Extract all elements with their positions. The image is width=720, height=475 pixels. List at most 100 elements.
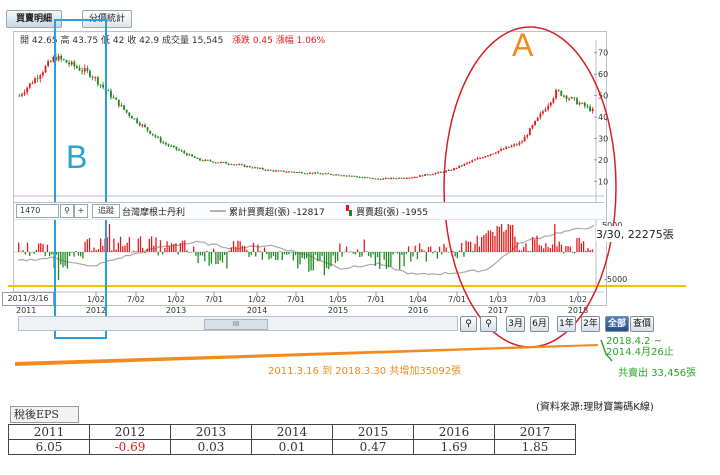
candle-body: [21, 94, 23, 96]
period-select[interactable]: 1470: [16, 204, 59, 218]
net-bar: [558, 241, 560, 252]
candle-body: [439, 171, 442, 173]
range-6m-button[interactable]: 6月: [530, 316, 549, 332]
range-3m-button[interactable]: 3月: [506, 316, 525, 332]
net-bar: [162, 252, 164, 255]
net-bar: [337, 252, 339, 261]
net-bar: [414, 245, 416, 252]
zoom-icon[interactable]: ⚲: [60, 204, 74, 218]
net-bar: [412, 252, 414, 257]
net-bar: [210, 252, 213, 264]
candle-body: [324, 173, 327, 175]
net-bar: [37, 243, 40, 252]
candle-body: [536, 117, 539, 121]
zoom-out-icon[interactable]: ⚲: [480, 316, 497, 332]
net-bar: [73, 252, 75, 257]
net-bar: [452, 250, 454, 252]
candle-body: [432, 174, 434, 176]
net-bar: [489, 230, 492, 252]
net-bar: [95, 250, 97, 252]
net-bar: [257, 244, 259, 252]
candle-body: [578, 103, 581, 105]
net-bar: [301, 252, 303, 259]
eps-year: 2016: [413, 424, 495, 440]
track-button[interactable]: 追蹤: [92, 204, 120, 218]
add-button[interactable]: +: [74, 204, 88, 218]
net-bar: [525, 243, 527, 252]
net-bar: [379, 252, 381, 269]
candle-body: [426, 174, 429, 176]
net-bar: [64, 252, 66, 266]
candle-body: [269, 169, 272, 171]
candle-body: [130, 115, 133, 119]
candle-body: [500, 148, 502, 151]
net-bar: [49, 252, 51, 257]
net-bar: [99, 238, 102, 252]
net-bar: [22, 250, 24, 252]
net-bar: [303, 252, 306, 260]
net-bar: [399, 252, 401, 270]
candle-body: [463, 163, 466, 166]
net-bar: [184, 240, 186, 252]
candle-body: [382, 178, 385, 180]
candle-body: [356, 176, 358, 178]
time-scrollbar[interactable]: III: [18, 316, 458, 331]
candle-body: [99, 84, 102, 86]
net-bar: [319, 252, 321, 261]
zoom-in-icon[interactable]: ⚲: [460, 316, 477, 332]
range-all-button[interactable]: 全部: [605, 316, 629, 332]
legend-daily: 買賣超(張) -1955: [356, 208, 429, 218]
net-bar: [40, 243, 42, 252]
net-bar: [306, 252, 308, 259]
candle-body: [403, 178, 406, 180]
candle-body: [492, 153, 495, 155]
net-bar: [348, 252, 350, 253]
quote-change: 漲跌 0.45: [231, 36, 273, 46]
price-query-button[interactable]: 查價: [630, 316, 654, 332]
net-bar: [119, 236, 122, 252]
net-bar: [153, 245, 155, 252]
net-bar: [179, 242, 182, 252]
net-bar: [492, 231, 494, 252]
candle-body: [570, 97, 573, 99]
candle-body: [513, 144, 516, 146]
net-bar: [232, 241, 235, 252]
net-bar: [299, 252, 301, 265]
candle-body: [408, 177, 411, 179]
net-bar: [146, 248, 148, 252]
net-bar: [456, 252, 458, 259]
candle-body: [542, 111, 544, 114]
candle-body: [447, 169, 450, 171]
candle-body: [429, 174, 432, 176]
eps-year: 2014: [251, 424, 333, 440]
candle-body: [568, 98, 571, 100]
net-bar: [381, 252, 383, 253]
net-bar: [46, 244, 49, 252]
net-bar: [334, 252, 337, 264]
net-bar: [443, 243, 445, 252]
time-year-label: 2017: [488, 306, 508, 315]
net-bar: [350, 251, 352, 252]
candle-body: [322, 173, 324, 175]
net-bar: [170, 243, 173, 252]
candle-body: [70, 61, 73, 65]
net-bar: [263, 247, 266, 252]
eps-year: 2011: [8, 424, 90, 440]
net-bar: [567, 246, 569, 252]
net-bar: [587, 248, 589, 252]
net-bar: [385, 252, 388, 269]
candle-body: [199, 158, 201, 161]
net-bar: [441, 252, 443, 255]
time-tick-label: 1/02: [569, 295, 587, 304]
net-bar: [527, 250, 529, 252]
scroll-thumb[interactable]: III: [204, 319, 268, 330]
candle-body: [547, 105, 550, 110]
range-1y-button[interactable]: 1年: [557, 316, 576, 332]
candle-body: [371, 177, 374, 179]
price-axis-label: 40: [598, 113, 608, 122]
range-2y-button[interactable]: 2年: [581, 316, 600, 332]
cursor-date-label: 2011/3/16: [2, 292, 54, 306]
net-bar: [33, 252, 35, 254]
net-bar: [91, 250, 93, 252]
net-bar: [51, 252, 53, 255]
